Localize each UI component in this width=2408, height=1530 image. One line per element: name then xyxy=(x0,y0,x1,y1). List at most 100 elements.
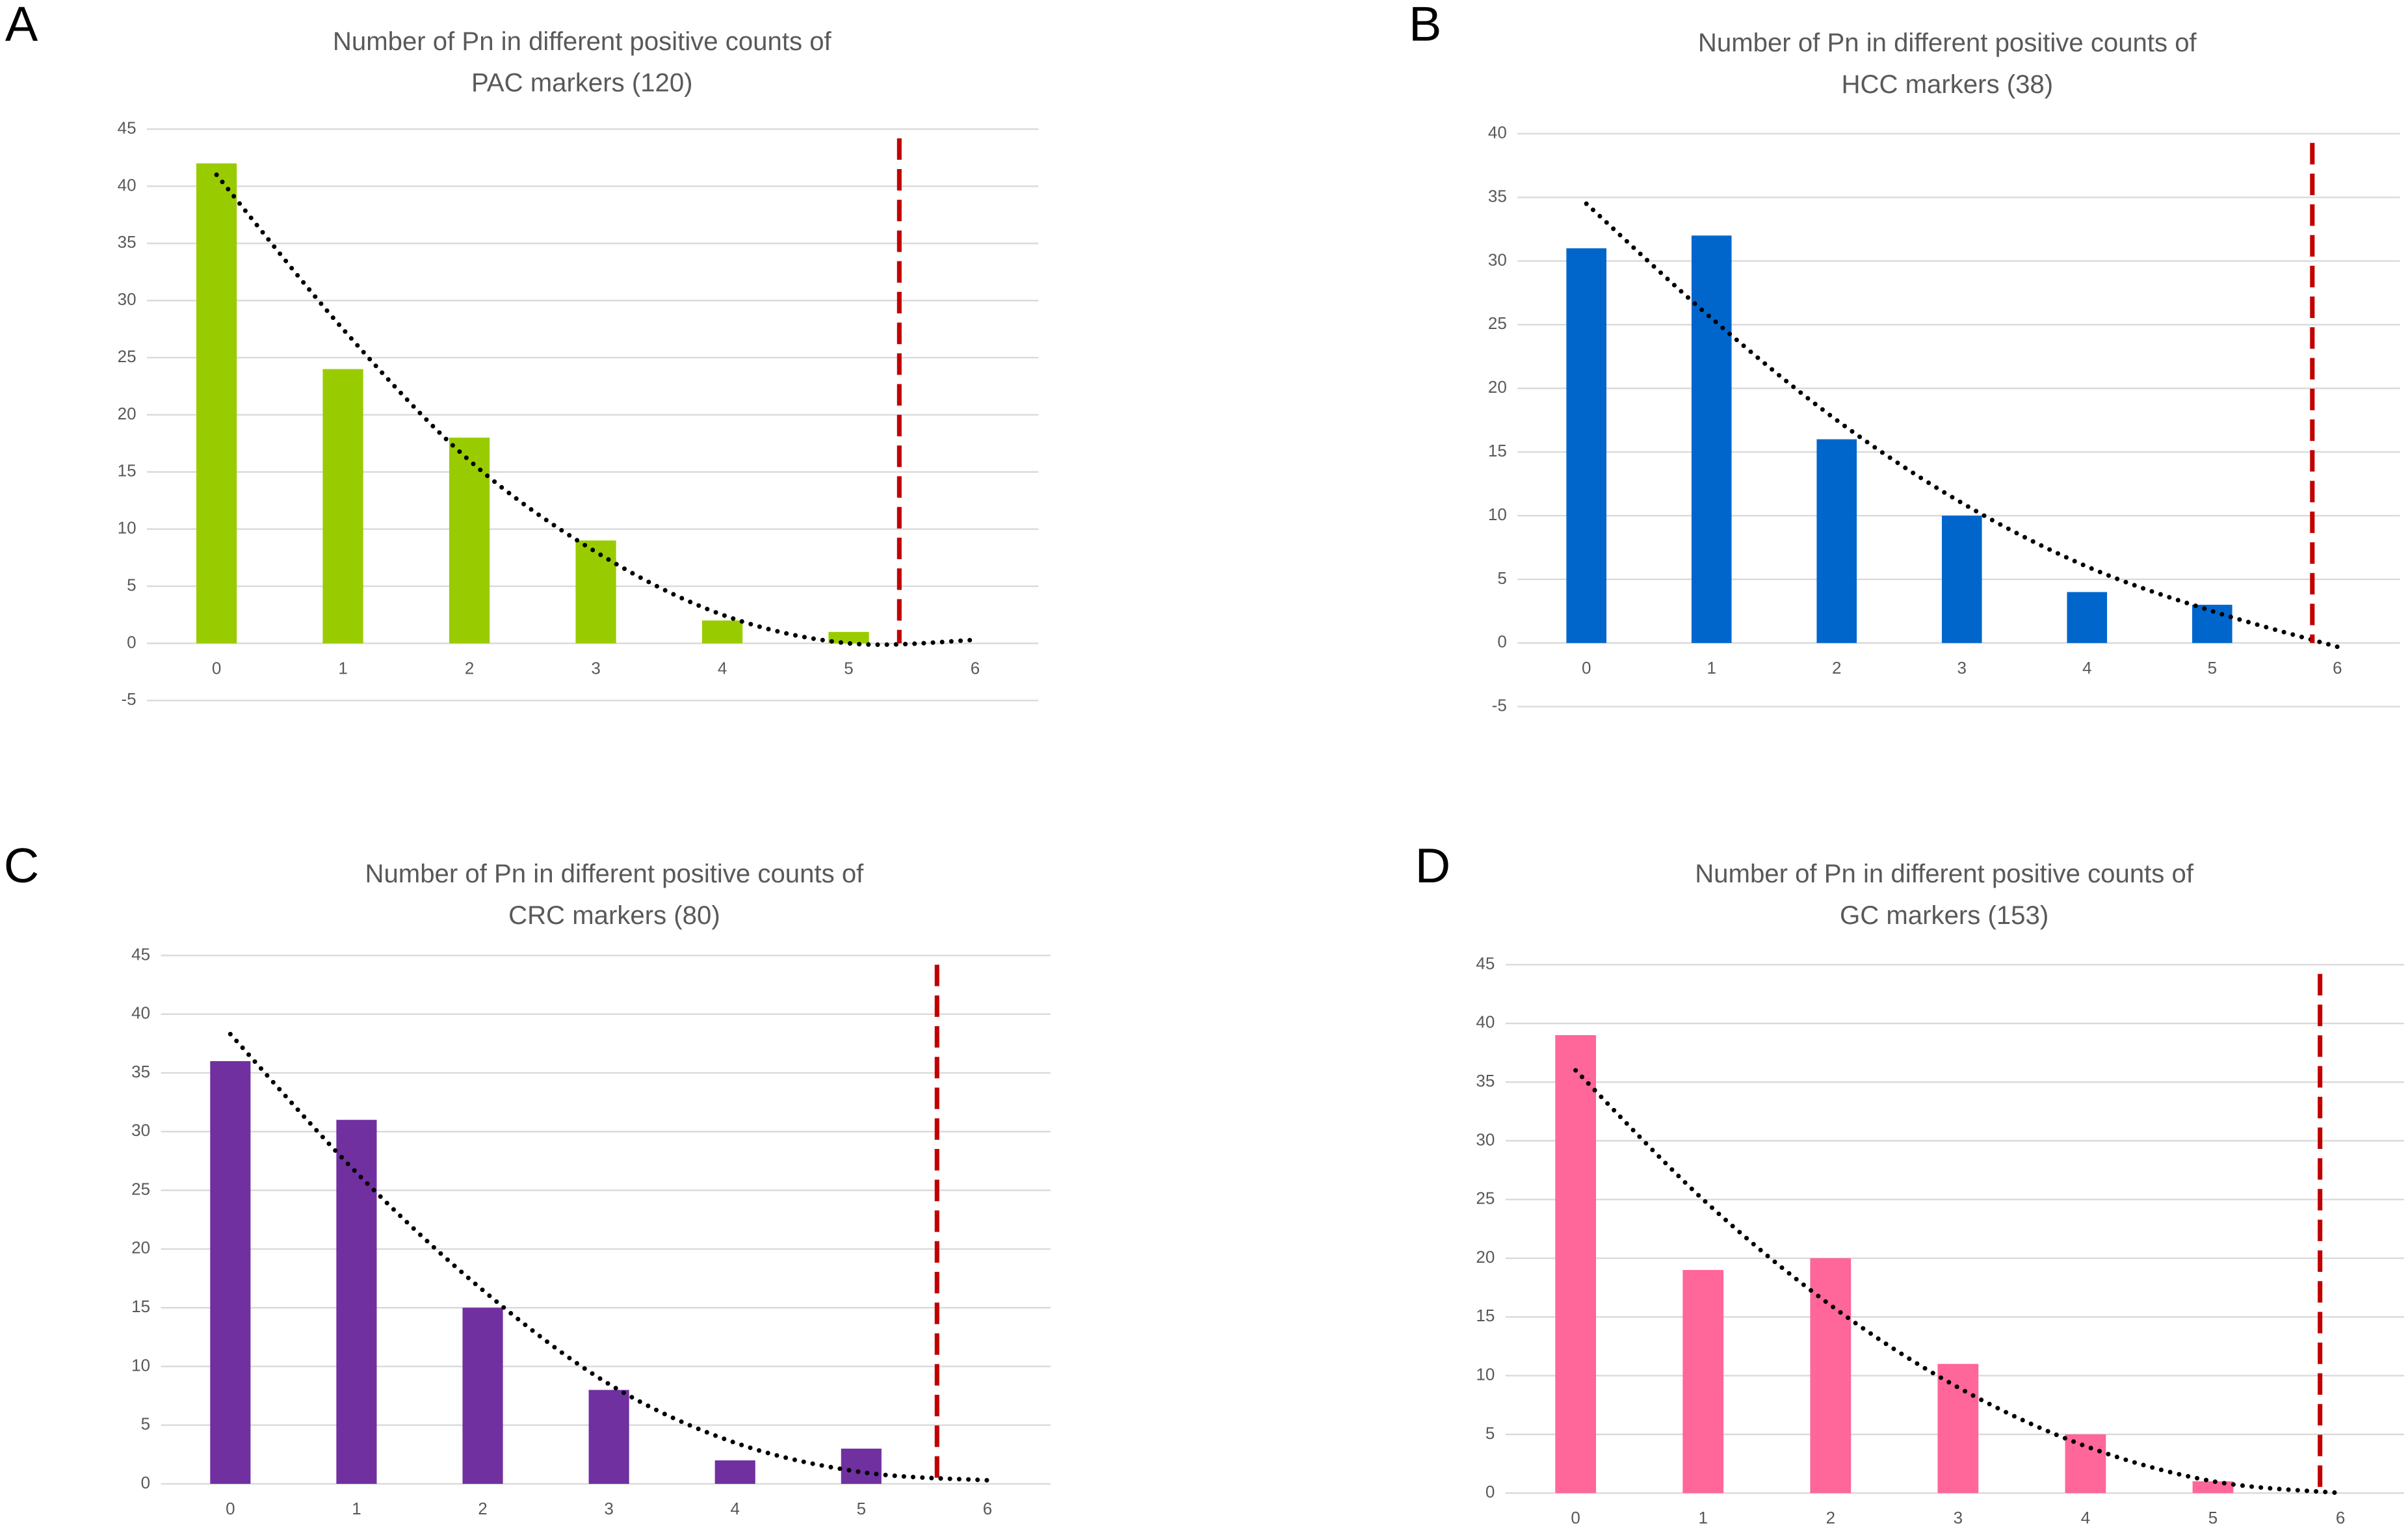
x-tick-label: 4 xyxy=(2082,658,2091,678)
y-tick-label: 10 xyxy=(118,518,137,538)
x-tick-label: 2 xyxy=(465,658,474,678)
x-tick-label: 1 xyxy=(1699,1508,1708,1527)
bar xyxy=(1555,1035,1597,1494)
y-tick-label: 35 xyxy=(1476,1071,1495,1090)
bar xyxy=(841,1448,882,1484)
x-tick-label: 5 xyxy=(844,658,853,678)
bar xyxy=(2065,1434,2106,1494)
x-tick-label: 6 xyxy=(2336,1508,2345,1527)
y-tick-label: 20 xyxy=(131,1238,150,1258)
bar xyxy=(2192,1481,2234,1494)
x-tick-label: 0 xyxy=(1582,658,1591,678)
y-tick-label: 45 xyxy=(131,944,150,964)
bar xyxy=(1691,235,1732,643)
x-tick-label: 2 xyxy=(478,1499,487,1518)
y-tick-label: -5 xyxy=(121,689,136,709)
chart-title: Number of Pn in different positive count… xyxy=(333,27,832,56)
bar xyxy=(714,1460,755,1484)
y-tick-label: 0 xyxy=(141,1473,150,1492)
y-tick-label: 15 xyxy=(118,461,137,481)
x-tick-label: 6 xyxy=(983,1499,992,1518)
trendline xyxy=(214,172,978,647)
panel-label: B xyxy=(1409,0,1441,52)
chart-title: CRC markers (80) xyxy=(508,901,720,930)
x-tick-label: 2 xyxy=(1826,1508,1835,1527)
y-tick-label: 15 xyxy=(1488,441,1507,460)
y-tick-label: 10 xyxy=(131,1355,150,1375)
bar xyxy=(1937,1364,1979,1494)
x-tick-label: 4 xyxy=(718,658,727,678)
bar xyxy=(336,1120,377,1484)
y-tick-label: 35 xyxy=(131,1062,150,1081)
y-tick-label: 25 xyxy=(131,1179,150,1198)
y-tick-label: 20 xyxy=(118,404,137,423)
panel-label: D xyxy=(1415,839,1451,893)
chart-title: Number of Pn in different positive count… xyxy=(1698,28,2197,57)
y-tick-label: 25 xyxy=(1476,1189,1495,1208)
trendline xyxy=(1584,201,2340,650)
y-tick-label: 15 xyxy=(131,1297,150,1316)
x-tick-label: 4 xyxy=(2081,1508,2090,1527)
y-tick-label: 45 xyxy=(118,118,137,137)
bar xyxy=(1816,439,1857,643)
x-tick-label: 2 xyxy=(1832,658,1841,678)
chart-title: Number of Pn in different positive count… xyxy=(1695,859,2194,888)
panel-label: C xyxy=(4,839,40,893)
y-tick-label: 0 xyxy=(127,632,136,652)
bar xyxy=(2067,592,2108,643)
y-tick-label: 40 xyxy=(1476,1012,1495,1032)
chart-title: Number of Pn in different positive count… xyxy=(365,859,864,888)
trendline xyxy=(1573,1068,2343,1496)
y-tick-label: 5 xyxy=(1497,568,1506,588)
bar xyxy=(701,620,743,644)
y-tick-label: 25 xyxy=(118,347,137,366)
panel-label: A xyxy=(5,0,38,52)
y-tick-label: 30 xyxy=(118,289,137,309)
y-tick-label: 20 xyxy=(1476,1247,1495,1267)
y-tick-label: 30 xyxy=(131,1120,150,1140)
bar xyxy=(210,1061,251,1484)
y-tick-label: -5 xyxy=(1492,696,1507,715)
bar xyxy=(575,540,616,644)
x-tick-label: 0 xyxy=(1571,1508,1580,1527)
x-tick-label: 3 xyxy=(1957,658,1967,678)
bar xyxy=(462,1308,503,1484)
y-tick-label: 5 xyxy=(141,1414,150,1434)
chart-title: HCC markers (38) xyxy=(1842,70,2054,99)
bar xyxy=(449,438,490,644)
bar xyxy=(1566,248,1607,643)
chart-title: PAC markers (120) xyxy=(471,68,693,98)
x-tick-label: 3 xyxy=(591,658,600,678)
x-tick-label: 6 xyxy=(971,658,980,678)
x-tick-label: 0 xyxy=(212,658,221,678)
x-tick-label: 4 xyxy=(731,1499,740,1518)
y-tick-label: 25 xyxy=(1488,313,1507,333)
x-tick-label: 5 xyxy=(2208,1508,2218,1527)
x-tick-label: 5 xyxy=(857,1499,866,1518)
x-tick-label: 6 xyxy=(2333,658,2342,678)
x-tick-label: 0 xyxy=(226,1499,235,1518)
chart-title: GC markers (153) xyxy=(1840,901,2048,930)
y-tick-label: 10 xyxy=(1488,505,1507,524)
y-tick-label: 30 xyxy=(1488,250,1507,269)
y-tick-label: 30 xyxy=(1476,1129,1495,1149)
x-tick-label: 1 xyxy=(352,1499,361,1518)
x-tick-label: 5 xyxy=(2208,658,2217,678)
bar xyxy=(828,631,869,644)
y-tick-label: 10 xyxy=(1476,1364,1495,1384)
x-tick-label: 1 xyxy=(338,658,347,678)
bar xyxy=(588,1390,629,1484)
y-tick-label: 15 xyxy=(1476,1306,1495,1325)
y-tick-label: 20 xyxy=(1488,377,1507,397)
y-tick-label: 40 xyxy=(118,175,137,194)
y-tick-label: 45 xyxy=(1476,953,1495,973)
x-tick-label: 1 xyxy=(1707,658,1716,678)
bar xyxy=(1941,516,1982,643)
y-tick-label: 5 xyxy=(1485,1423,1495,1443)
y-tick-label: 5 xyxy=(127,575,136,594)
y-tick-label: 40 xyxy=(131,1003,150,1023)
y-tick-label: 40 xyxy=(1488,122,1507,142)
y-tick-label: 0 xyxy=(1497,632,1506,652)
